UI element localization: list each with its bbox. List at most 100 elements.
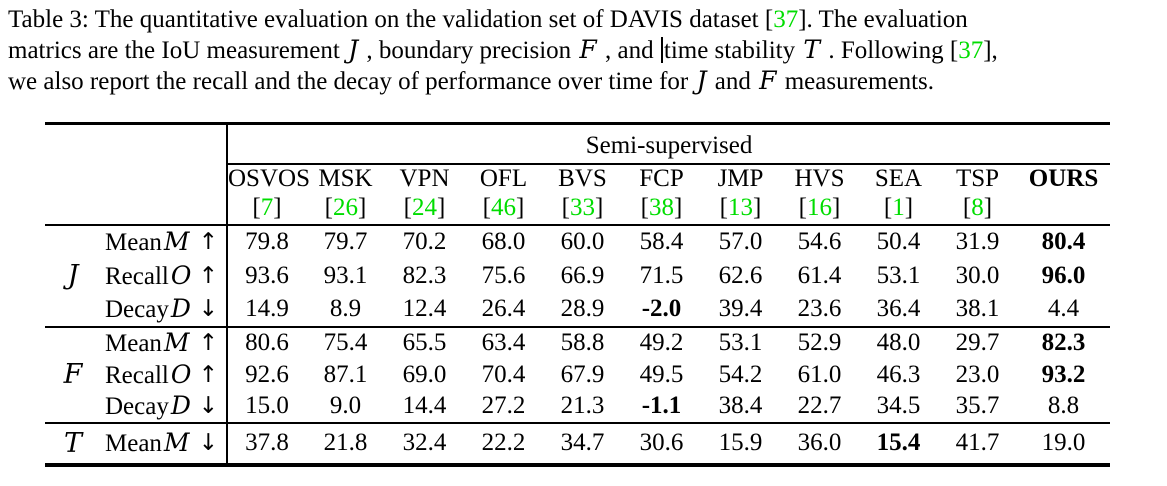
- citation-ofl[interactable]: [46]: [464, 192, 543, 226]
- group-symbol-cell: [45, 225, 101, 259]
- table-cell: 68.0: [481, 228, 526, 255]
- citation-vpn[interactable]: [24]: [385, 192, 464, 226]
- bracket: ]: [273, 193, 282, 221]
- column-header-ofl: OFL: [479, 164, 528, 192]
- bracket: ]: [983, 193, 993, 221]
- table-cell: 38.1: [938, 292, 1017, 328]
- metric-name: Mean: [105, 330, 162, 357]
- citation-ref[interactable]: 37: [958, 37, 984, 64]
- citation-number: 1: [892, 193, 905, 221]
- bracket: [: [324, 193, 333, 221]
- table-cell: 14.4: [385, 390, 464, 424]
- table-cell: 66.9: [560, 261, 605, 289]
- table-cell: 58.8: [560, 329, 605, 356]
- table-cell: 30.6: [639, 429, 684, 456]
- citation-fcp[interactable]: [38]: [622, 192, 701, 226]
- down-arrow-icon: ↓: [198, 296, 218, 322]
- citation-number: 26: [333, 193, 358, 221]
- table-cell: 8.8: [1017, 390, 1111, 424]
- table-cell: 52.9: [797, 329, 842, 356]
- table-cell: 87.1: [323, 360, 368, 388]
- table-row-j-recall: J RecallO ↑ 93.6 93.1 82.3 75.6 66.9 71.5…: [45, 258, 1110, 293]
- citation-jmp[interactable]: [13]: [701, 192, 780, 226]
- bracket: [: [962, 193, 972, 221]
- script-m-symbol: M: [163, 428, 190, 457]
- table-cell: 30.0: [955, 261, 1000, 289]
- table-cell: 27.2: [464, 390, 543, 424]
- table-cell: 53.1: [876, 261, 921, 289]
- table-cell: 23.6: [780, 292, 859, 328]
- column-header-tsp: TSP: [955, 164, 1000, 192]
- row-label-cell: MeanM ↑: [101, 326, 228, 359]
- table-row-t-mean: T MeanM ↓ 37.8 21.8 32.4 22.2 34.7 30.6 1…: [45, 422, 1110, 465]
- script-t-symbol: T: [63, 427, 82, 459]
- table-cell: 75.6: [481, 261, 526, 289]
- column-header-ours: OURS: [1028, 164, 1099, 192]
- table-cell: 58.4: [639, 228, 684, 255]
- down-arrow-icon: ↓: [198, 393, 218, 419]
- up-arrow-icon: ↑: [198, 262, 218, 289]
- table-cell-best: -1.1: [622, 390, 701, 424]
- column-header-bvs: BVS: [558, 164, 607, 192]
- table-cell-best: -2.0: [622, 292, 701, 328]
- table-cell: 70.4: [481, 360, 526, 388]
- citation-number: 13: [728, 193, 753, 221]
- citation-number: 7: [260, 193, 274, 221]
- results-table: Semi-supervised OSVOS MSK VPN OFL BVS FC…: [45, 122, 1111, 467]
- table-cell: 36.4: [859, 292, 938, 328]
- table-cell: 29.7: [955, 329, 1000, 356]
- metric-name: Decay: [105, 296, 169, 323]
- bracket: [: [883, 193, 893, 221]
- table-cell: 79.8: [245, 228, 289, 255]
- table-cell: 61.0: [797, 360, 842, 388]
- row-label-cell: MeanM ↓: [101, 422, 228, 465]
- citation-ours-empty: [1017, 192, 1111, 226]
- citation-tsp[interactable]: [8]: [938, 192, 1017, 226]
- citation-number: 16: [807, 193, 832, 221]
- row-label: MeanM: [105, 428, 192, 458]
- row-label-cell: RecallO ↑: [101, 358, 228, 391]
- citation-ref[interactable]: 37: [773, 6, 799, 33]
- caption-text: and: [708, 68, 758, 95]
- metric-group-j: MeanM ↑ 79.8 79.7 70.2 68.0 60.0 58.4 57.…: [45, 224, 1111, 328]
- metric-name: Mean: [105, 229, 162, 256]
- up-arrow-icon: ↑: [198, 361, 218, 388]
- table-cell: 93.6: [245, 261, 289, 289]
- group-symbol-cell: [45, 390, 101, 424]
- citation-sea[interactable]: [1]: [859, 192, 938, 226]
- table-cell: 62.6: [718, 261, 763, 289]
- bracket: ]: [753, 193, 762, 221]
- table-cell: 70.2: [402, 228, 447, 255]
- row-label: DecayD: [105, 294, 193, 324]
- table-cell: 31.9: [955, 228, 1000, 255]
- bracket: ]: [674, 193, 683, 221]
- metric-name: Mean: [105, 430, 162, 457]
- citation-osvos[interactable]: [7]: [227, 192, 306, 226]
- table-cell: 48.0: [876, 329, 921, 356]
- caption-text: , and: [598, 37, 660, 64]
- caption-text: measurements.: [778, 68, 934, 95]
- citation-bvs[interactable]: [33]: [543, 192, 622, 226]
- down-arrow-icon: ↓: [198, 430, 218, 456]
- table-cell: 32.4: [402, 429, 447, 456]
- caption-text: . Following [: [822, 37, 959, 64]
- caption-text: ]. The evaluation: [798, 6, 968, 33]
- table-cell: 54.6: [797, 228, 842, 255]
- table-cell: 38.4: [701, 390, 780, 424]
- table-cell: 75.4: [323, 329, 368, 356]
- script-d-symbol: D: [170, 391, 191, 420]
- bracket: ]: [904, 193, 914, 221]
- citation-number: 24: [412, 193, 437, 221]
- script-f-symbol: F: [759, 66, 777, 95]
- bracket: [: [252, 193, 261, 221]
- table-row-j-mean: MeanM ↑ 79.8 79.7 70.2 68.0 60.0 58.4 57.…: [45, 224, 1110, 259]
- table-cell: 22.7: [780, 390, 859, 424]
- citation-hvs[interactable]: [16]: [780, 192, 859, 226]
- table-cell-best: 93.2: [1041, 360, 1086, 388]
- script-j-symbol: J: [348, 35, 359, 64]
- bracket: [: [719, 193, 728, 221]
- table-cell: 49.5: [639, 360, 684, 388]
- group-symbol-cell: T: [45, 423, 101, 465]
- caption-text: matrics are the IoU measurement: [8, 37, 347, 64]
- citation-msk[interactable]: [26]: [306, 192, 385, 226]
